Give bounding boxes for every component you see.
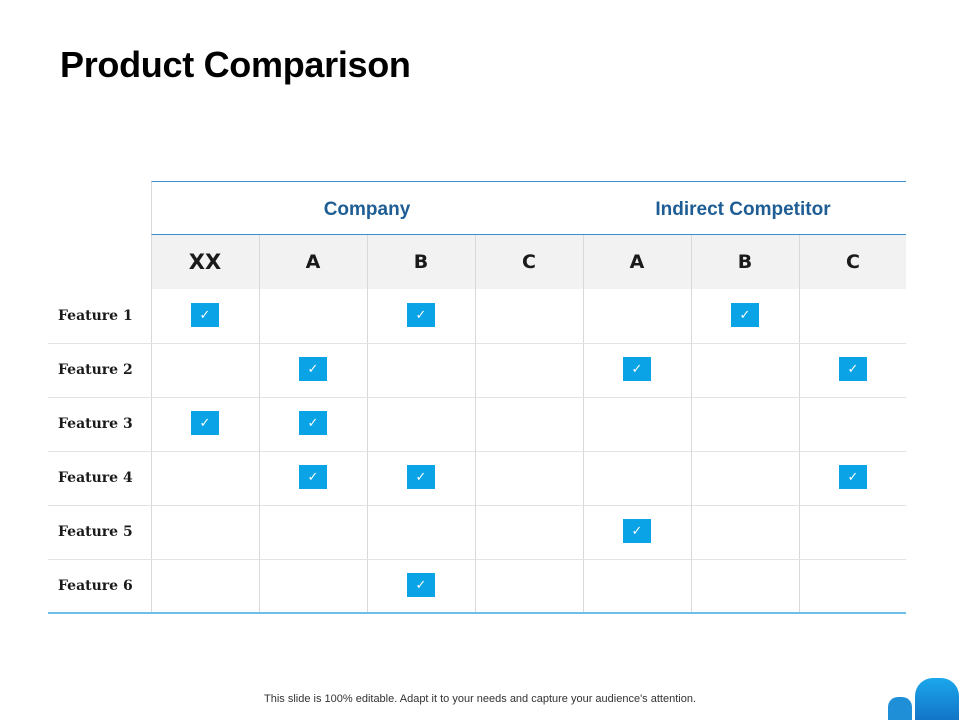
feature-label: Feature 1 <box>58 308 133 324</box>
table-bottom-border <box>48 612 906 614</box>
column-header-6: B <box>737 251 753 273</box>
column-header-7: C <box>846 251 860 273</box>
row-divider <box>48 451 906 452</box>
column-header-1: XX <box>188 250 222 274</box>
checkmark-icon: ✓ <box>407 303 435 327</box>
checkmark-icon: ✓ <box>299 357 327 381</box>
checkmark-icon: ✓ <box>191 303 219 327</box>
checkmark-icon: ✓ <box>731 303 759 327</box>
footer-note: This slide is 100% editable. Adapt it to… <box>264 693 696 705</box>
feature-label: Feature 3 <box>58 416 133 432</box>
feature-label: Feature 6 <box>58 578 133 594</box>
column-divider <box>475 235 476 613</box>
group-label-indirect-competitor: Indirect Competitor <box>655 199 831 220</box>
column-header-5: A <box>629 251 645 273</box>
decorative-shape-large <box>915 678 959 720</box>
checkmark-icon: ✓ <box>407 573 435 597</box>
column-divider <box>151 235 152 613</box>
checkmark-icon: ✓ <box>407 465 435 489</box>
column-divider <box>691 235 692 613</box>
group-label-company: Company <box>323 199 411 220</box>
checkmark-icon: ✓ <box>299 465 327 489</box>
feature-label: Feature 4 <box>58 470 133 486</box>
checkmark-icon: ✓ <box>839 357 867 381</box>
checkmark-icon: ✓ <box>623 519 651 543</box>
column-header-2: A <box>305 251 321 273</box>
row-divider <box>48 559 906 560</box>
row-divider <box>48 397 906 398</box>
checkmark-icon: ✓ <box>191 411 219 435</box>
row-divider <box>48 343 906 344</box>
column-divider <box>583 235 584 613</box>
column-divider <box>259 235 260 613</box>
checkmark-icon: ✓ <box>623 357 651 381</box>
column-header-4: C <box>522 251 536 273</box>
column-divider <box>799 235 800 613</box>
row-divider <box>48 505 906 506</box>
group-header-row <box>151 181 906 235</box>
column-header-row <box>151 235 906 289</box>
decorative-shape-small <box>888 697 912 720</box>
column-header-3: B <box>413 251 429 273</box>
checkmark-icon: ✓ <box>299 411 327 435</box>
page-title: Product Comparison <box>60 44 411 85</box>
feature-label: Feature 2 <box>58 362 133 378</box>
column-divider <box>367 235 368 613</box>
feature-label: Feature 5 <box>58 524 133 540</box>
checkmark-icon: ✓ <box>839 465 867 489</box>
